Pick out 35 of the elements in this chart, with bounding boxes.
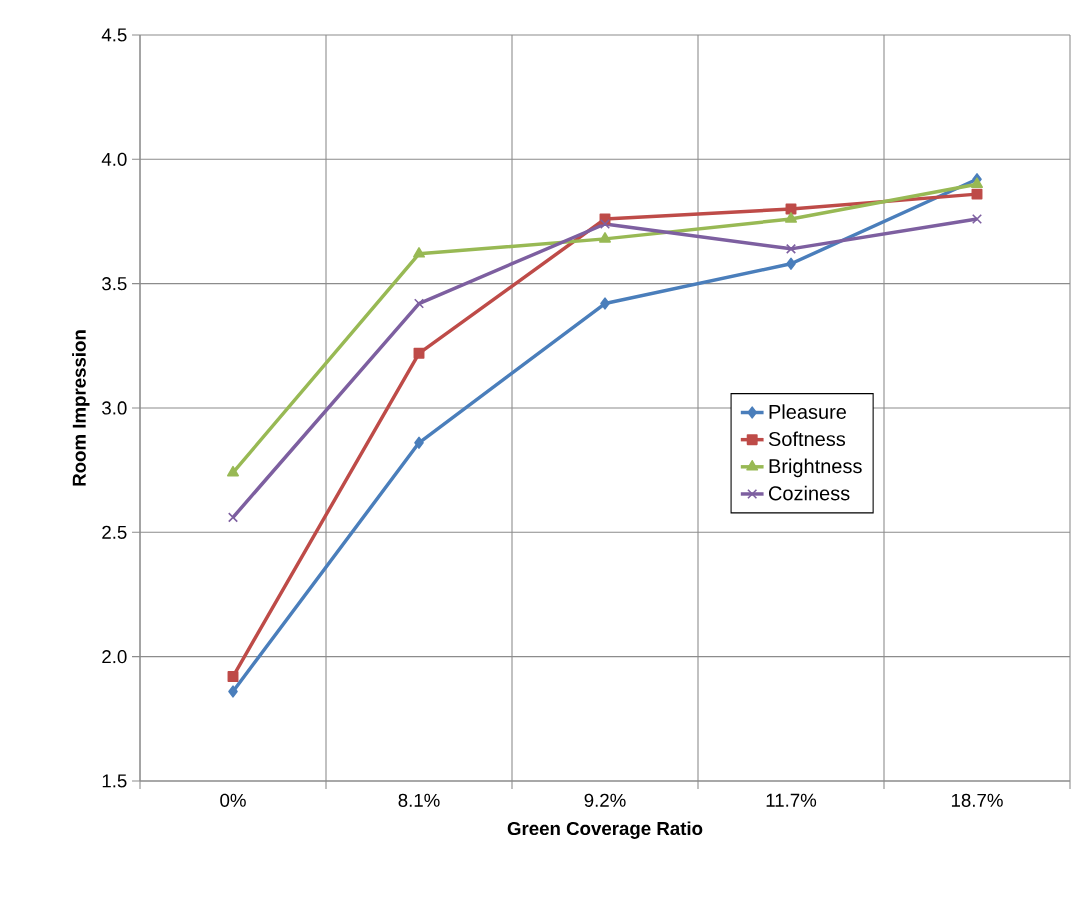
point xyxy=(971,177,983,188)
legend-label: Pleasure xyxy=(769,404,846,419)
x-tick-label: 8.1% xyxy=(398,793,440,807)
y-tick-label: 4.5 xyxy=(101,28,127,42)
y-tick-label: 2.5 xyxy=(102,525,127,539)
point xyxy=(414,436,424,449)
point xyxy=(599,218,611,230)
legend-label: Softness xyxy=(768,431,846,447)
y-tick-label: 3.5 xyxy=(102,277,127,291)
point xyxy=(413,298,425,309)
legend-label: Coziness xyxy=(769,485,850,501)
x-tick-label: 0% xyxy=(220,793,246,807)
y-tick-label: 2.0 xyxy=(102,650,127,664)
point xyxy=(227,671,239,683)
y-axis-title: Room Impression xyxy=(72,330,90,486)
point xyxy=(227,512,239,523)
point xyxy=(599,232,611,243)
point xyxy=(413,247,425,258)
point xyxy=(786,257,796,270)
point xyxy=(785,212,797,223)
point xyxy=(228,685,238,698)
x-axis-title: Green Coverage Ratio xyxy=(507,821,703,839)
point xyxy=(600,297,610,310)
point xyxy=(227,465,239,477)
x-tick-label: 9.2% xyxy=(584,793,626,807)
point xyxy=(971,213,983,225)
x-tick-label: 18.7% xyxy=(951,793,1003,807)
y-tick-label: 3.0 xyxy=(102,401,127,415)
point xyxy=(785,243,797,254)
point xyxy=(413,347,425,359)
y-tick-label: 1.5 xyxy=(102,774,127,788)
point xyxy=(971,188,983,200)
legend-label: Brightness xyxy=(769,458,862,478)
y-tick-label: 4.0 xyxy=(101,152,127,166)
x-tick-label: 11.7% xyxy=(766,793,817,807)
